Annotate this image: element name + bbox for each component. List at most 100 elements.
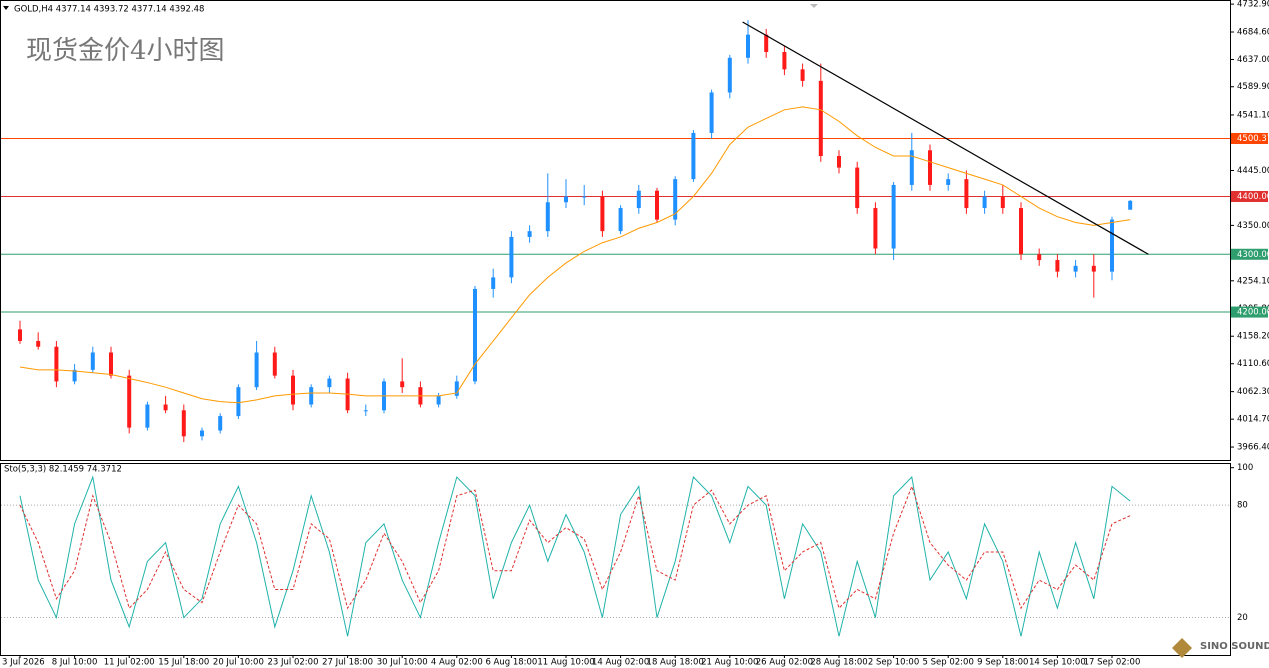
x-tick-label: 6 Aug 18:00	[485, 658, 537, 668]
x-tick-label: 5 Sep 02:00	[923, 658, 974, 668]
x-tick-label: 14 Aug 02:00	[592, 658, 649, 668]
x-tick-label: 23 Jul 02:00	[268, 658, 319, 668]
candle-body	[254, 352, 259, 388]
candle-body	[1128, 200, 1133, 210]
candle-body	[964, 179, 969, 209]
candle-body	[855, 167, 860, 209]
candle-body	[400, 381, 405, 388]
menu-arrow[interactable]	[3, 6, 9, 10]
y-tick-label: 4732.90	[1237, 0, 1269, 10]
y-tick-label: 3966.40	[1237, 443, 1269, 453]
candle-body	[618, 208, 623, 232]
candle-body	[691, 132, 696, 180]
candle-body	[564, 196, 568, 203]
x-tick-label: 4 Aug 02:00	[431, 658, 483, 668]
candle-body	[891, 184, 896, 249]
candle-body	[309, 387, 314, 405]
candle-body	[709, 92, 714, 133]
level-label: 4200.00	[1237, 308, 1269, 318]
indicator-label: Sto(5,3,3) 82.1459 74.3712	[4, 465, 122, 475]
y-tick-label: 4062.30	[1237, 387, 1269, 397]
candle-body	[272, 352, 277, 376]
candle-body	[746, 34, 750, 58]
x-tick-label: 3 Jul 2026	[2, 658, 45, 668]
candle-body	[527, 231, 532, 237]
candle-body	[218, 416, 223, 431]
candle-body	[327, 378, 332, 388]
y-tick-label: 4014.70	[1237, 415, 1269, 425]
y-tick-label: 4445.00	[1237, 166, 1269, 176]
level-label: 4500.37	[1237, 134, 1269, 144]
candle-body	[291, 375, 295, 405]
candle-body	[837, 156, 841, 168]
level-label: 4300.00	[1237, 250, 1269, 260]
x-tick-label: 2 Sep 10:00	[868, 658, 919, 668]
candle-body	[909, 150, 914, 185]
candle-body	[436, 395, 441, 405]
y-tick-label: 4684.60	[1237, 28, 1269, 38]
candle-body	[491, 277, 496, 289]
candle-body	[72, 369, 77, 382]
level-label-bg	[1231, 190, 1268, 202]
shift-marker	[810, 4, 818, 8]
candle-body	[109, 352, 113, 376]
y-tick-label: 4350.00	[1237, 221, 1269, 231]
y-tick-label: 4589.90	[1237, 82, 1269, 92]
candle-body	[1073, 265, 1078, 272]
x-tick-label: 15 Jul 18:00	[158, 658, 209, 668]
y-tick-label: 4637.00	[1237, 55, 1269, 65]
candle-body	[200, 430, 204, 437]
trendline	[742, 21, 1149, 255]
candle-body	[764, 34, 769, 53]
candle-body	[127, 375, 132, 428]
candle-body	[928, 150, 932, 185]
candle-body	[782, 52, 787, 70]
candle-body	[363, 410, 368, 412]
candle-body	[90, 352, 95, 370]
x-tick-label: 18 Aug 18:00	[647, 658, 704, 668]
price-panel	[0, 0, 1231, 461]
level-label: 4400.00	[1237, 192, 1269, 202]
candle-body	[18, 329, 22, 341]
stochastic-line	[19, 475, 1131, 637]
candle-body	[946, 179, 951, 185]
candle-body	[473, 288, 477, 382]
candle-body	[1019, 208, 1023, 255]
moving-average	[19, 106, 1131, 404]
indicator-panel	[0, 463, 1231, 656]
candle-body	[982, 196, 987, 209]
candle-body	[800, 69, 805, 81]
x-tick-label: 11 Aug 10:00	[537, 658, 594, 668]
chart-title: 现货金价4小时图	[26, 36, 225, 66]
candle-body	[818, 80, 823, 157]
y-tick-label: 80	[1237, 501, 1248, 511]
candle-body	[545, 202, 550, 232]
candle-body	[873, 208, 878, 249]
x-tick-label: 20 Jul 10:00	[213, 658, 264, 668]
candle-body	[163, 404, 168, 411]
x-tick-label: 21 Aug 10:00	[701, 658, 758, 668]
level-label-bg	[1231, 132, 1268, 144]
x-tick-label: 11 Jul 02:00	[104, 658, 155, 668]
candle-body	[1037, 254, 1042, 261]
x-tick-label: 17 Sep 02:00	[1084, 658, 1141, 668]
y-tick-label: 4541.10	[1237, 110, 1269, 120]
stochastic-line	[19, 484, 1131, 610]
candle-body	[236, 387, 241, 417]
watermark-text: SINO SOUND	[1200, 641, 1269, 652]
candle-body	[1091, 265, 1096, 272]
y-tick-label: 4110.60	[1237, 359, 1269, 369]
x-tick-label: 9 Sep 18:00	[977, 658, 1028, 668]
level-label-bg	[1231, 248, 1268, 260]
candle-body	[1055, 260, 1060, 272]
candle-body	[673, 179, 678, 220]
watermark: SINO SOUND	[1172, 638, 1269, 658]
y-tick-label: 4158.20	[1237, 332, 1269, 342]
candle-body	[1000, 196, 1005, 209]
candle-body	[54, 346, 59, 382]
candle-body	[1110, 219, 1114, 272]
y-tick-label: 100	[1237, 463, 1253, 473]
candle-body	[636, 190, 641, 209]
x-tick-label: 30 Jul 10:00	[377, 658, 428, 668]
